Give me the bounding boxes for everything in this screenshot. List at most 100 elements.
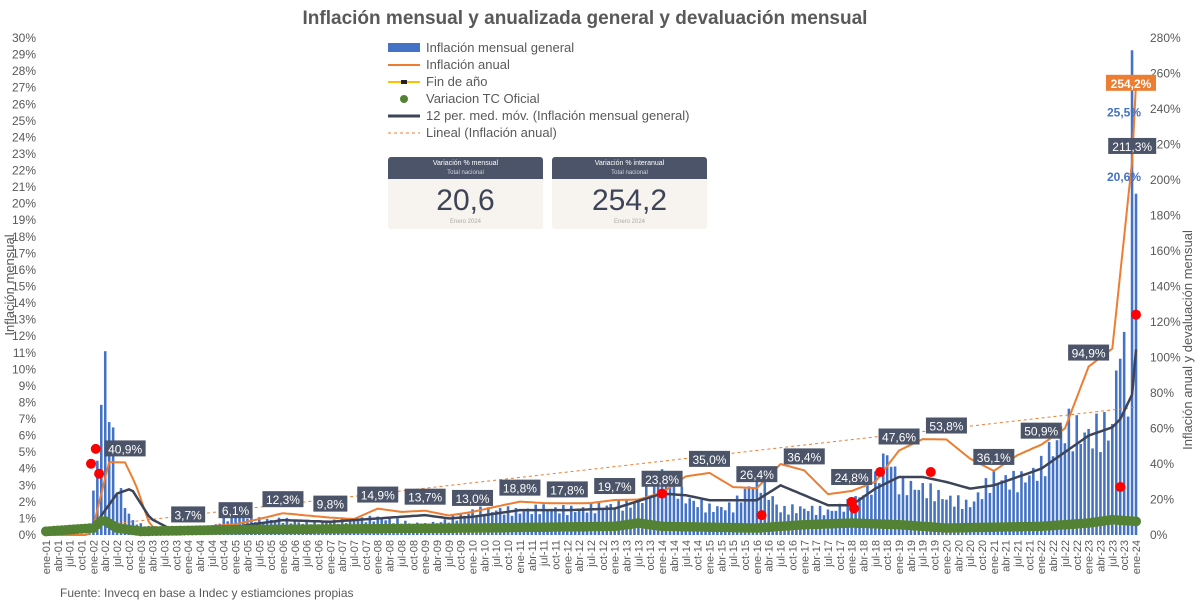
- x-tick-label: abr-12: [574, 540, 586, 572]
- year-end-marker: [875, 467, 886, 478]
- monthly-bar: [1039, 455, 1043, 535]
- monthly-bar: [751, 487, 755, 535]
- x-tick-label: jul-15: [728, 540, 740, 568]
- monthly-bar: [735, 495, 739, 535]
- x-tick-label: oct-03: [171, 540, 183, 571]
- monthly-bar: [1107, 440, 1110, 535]
- monthly-bar: [498, 507, 502, 535]
- monthly-bar: [1020, 471, 1023, 535]
- annotation-box: [1068, 344, 1110, 361]
- x-tick-label: ene-17: [799, 540, 811, 574]
- annotation-box: [313, 495, 348, 512]
- y-tick-label: 21%: [12, 180, 36, 194]
- annotation-box: [1020, 422, 1062, 439]
- y-tick-label: 4%: [19, 462, 37, 476]
- monthly-bar: [652, 473, 656, 535]
- x-tick-label: abr-09: [432, 540, 444, 572]
- monthly-bar: [949, 495, 952, 535]
- y2-tick-label: 200%: [1150, 173, 1181, 187]
- x-tick-label: oct-06: [314, 540, 326, 571]
- monthly-bar: [123, 508, 127, 535]
- monthly-bar: [941, 499, 944, 535]
- card-monthly-header: Variación % mensual Total nacional: [388, 157, 543, 179]
- x-tick-label: abr-05: [242, 540, 254, 572]
- x-tick-label: jul-19: [918, 540, 930, 568]
- card-monthly-date: Enero 2024: [449, 219, 482, 225]
- y2-tick-label: 40%: [1150, 457, 1174, 471]
- x-tick-label: jul-16: [776, 540, 788, 568]
- monthly-bar: [1126, 416, 1130, 535]
- legend: Inflación mensual general Inflación anual…: [388, 40, 690, 140]
- annotation-label: 40,9%: [108, 442, 142, 456]
- annotation-label: 94,9%: [1072, 347, 1106, 361]
- card-monthly-value: 20,6: [436, 184, 495, 217]
- x-tick-label: ene-08: [373, 540, 385, 574]
- monthly-bar: [684, 503, 688, 535]
- annotation-label: 6,1%: [222, 504, 250, 518]
- x-tick-label: jul-13: [633, 540, 645, 568]
- x-tick-label: ene-22: [1036, 540, 1048, 574]
- legend-label: Lineal (Inflación anual): [426, 125, 557, 140]
- x-tick-label: ene-23: [1084, 540, 1096, 574]
- x-tick-label: abr-20: [953, 540, 965, 572]
- monthly-bar: [569, 505, 573, 535]
- x-tick-label: abr-06: [290, 540, 302, 572]
- x-tick-label: jul-21: [1013, 540, 1025, 568]
- x-tick-label: abr-21: [1001, 540, 1013, 572]
- annotation-label: 12,3%: [266, 493, 300, 507]
- legend-label: Variacion TC Oficial: [426, 91, 540, 106]
- annotation-box: [688, 450, 730, 467]
- monthly-bar: [688, 498, 692, 535]
- annotation-label: 26,4%: [740, 468, 774, 482]
- x-tick-label: oct-21: [1024, 540, 1036, 571]
- x-tick-label: oct-10: [503, 540, 515, 571]
- x-tick-label: jul-23: [1107, 540, 1119, 568]
- monthly-bar: [664, 473, 668, 535]
- x-tick-label: abr-11: [527, 540, 539, 571]
- monthly-bar: [727, 502, 731, 535]
- x-tick-label: abr-15: [716, 540, 728, 572]
- y-tick-label: 8%: [19, 395, 37, 409]
- monthly-bar: [680, 486, 684, 535]
- x-tick-label: ene-15: [704, 540, 716, 574]
- monthly-bar: [866, 482, 869, 535]
- x-tick-label: abr-03: [148, 540, 160, 572]
- tc-dots: [41, 514, 1141, 537]
- x-tick-label: abr-16: [764, 540, 776, 572]
- annotation-box: [783, 448, 825, 465]
- annotations: 40,9% 3,7% 6,1% 12,3% 9,8% 14,9% 13,7% 13,0% 18,…: [104, 137, 1157, 523]
- year-end-markers: [86, 309, 1141, 521]
- x-tick-label: ene-06: [278, 540, 290, 574]
- x-tick-label: oct-17: [835, 540, 847, 571]
- card-monthly-title: Variación % mensual: [432, 160, 499, 167]
- monthly-bar: [96, 460, 99, 535]
- x-tick-label: jul-12: [586, 540, 598, 568]
- x-tick-label: oct-22: [1072, 540, 1084, 571]
- monthly-bar: [909, 480, 913, 535]
- x-tick-label: oct-01: [77, 540, 89, 571]
- year-end-marker: [657, 488, 668, 499]
- y-tick-label: 1%: [19, 511, 37, 525]
- y-tick-label: 5%: [19, 445, 37, 459]
- y-tick-label: 19%: [12, 213, 36, 227]
- monthly-bar: [945, 499, 948, 535]
- annotation-box: [404, 488, 446, 505]
- annotation-box: [594, 478, 636, 495]
- monthly-bar: [858, 497, 861, 535]
- monthly-bar: [960, 508, 964, 535]
- monthly-bar: [1028, 475, 1031, 535]
- monthly-bar: [115, 495, 119, 535]
- monthly-bar: [550, 508, 553, 535]
- year-end-marker: [94, 468, 105, 479]
- monthly-peak-label: 25,5%: [1107, 106, 1141, 120]
- monthly-bar: [937, 489, 940, 535]
- monthly-bar: [692, 500, 695, 535]
- x-tick-label: oct-04: [219, 540, 231, 571]
- x-tick-label: ene-16: [752, 540, 764, 574]
- monthly-bar: [92, 490, 95, 535]
- monthly-bar: [111, 427, 115, 535]
- monthly-bar: [957, 495, 960, 535]
- x-tick-label: ene-18: [847, 540, 859, 574]
- year-end-marker: [846, 496, 857, 507]
- annotation-label: 13,7%: [408, 491, 442, 505]
